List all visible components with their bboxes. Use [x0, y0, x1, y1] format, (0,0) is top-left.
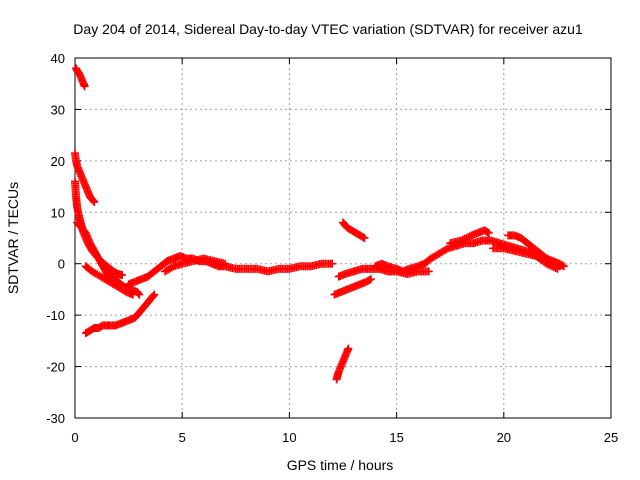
data-point: [221, 259, 230, 268]
data-point: [118, 271, 127, 280]
data-point-interp: [462, 234, 471, 242]
data-point: [150, 290, 159, 299]
y-tick-label: 30: [51, 102, 65, 117]
data-point: [128, 290, 137, 299]
data-point-interp: [359, 233, 368, 242]
y-tick-label: 40: [51, 51, 65, 66]
y-tick-label: 0: [58, 257, 65, 272]
chart-title: Day 204 of 2014, Sidereal Day-to-day VTE…: [73, 21, 583, 37]
data-point: [90, 198, 99, 206]
plot-frame: [74, 57, 612, 419]
x-axis-label: GPS time / hours: [287, 457, 394, 473]
data-point-interp: [544, 260, 553, 269]
data-point: [559, 262, 568, 271]
data-point-interp: [458, 235, 467, 244]
data-point: [456, 236, 465, 245]
x-tick-label: 20: [497, 430, 511, 445]
y-tick-label: -10: [46, 308, 65, 323]
y-tick-label: 10: [51, 205, 65, 220]
data-point-interp: [483, 228, 492, 236]
data-point-interp: [546, 261, 555, 270]
ticks: 0 5 10 15 20 25 -30 -20 -10 0 10 20 30 40: [46, 51, 618, 445]
data-point-interp: [89, 196, 98, 205]
y-tick-label: -20: [46, 360, 65, 375]
data-point: [344, 344, 353, 353]
y-axis-label: SDTVAR / TECUs: [5, 182, 21, 294]
x-tick-label: 10: [282, 430, 296, 445]
data-point-interp: [548, 262, 557, 271]
data-point-interp: [365, 276, 374, 284]
x-tick-label: 5: [179, 430, 186, 445]
data-point-interp: [549, 263, 558, 272]
data-point: [542, 259, 551, 268]
data-point-interp: [464, 233, 473, 242]
data-point: [424, 267, 433, 276]
grid: [75, 58, 611, 418]
data-marks: [71, 64, 568, 384]
data-point: [366, 275, 375, 284]
x-tick-label: 15: [389, 430, 403, 445]
data-point-interp: [149, 291, 158, 300]
y-tick-label: -30: [46, 411, 65, 426]
data-point-interp: [134, 289, 143, 298]
data-point-interp: [558, 261, 567, 270]
y-tick-label: 20: [51, 154, 65, 169]
data-point: [80, 82, 89, 91]
data-point: [553, 264, 562, 273]
data-point-interp: [551, 264, 560, 272]
data-point: [328, 259, 337, 268]
x-tick-label: 25: [604, 430, 618, 445]
data-point-interp: [460, 234, 469, 243]
data-point: [484, 228, 493, 237]
data-point: [360, 234, 369, 242]
x-tick-label: 0: [71, 430, 78, 445]
